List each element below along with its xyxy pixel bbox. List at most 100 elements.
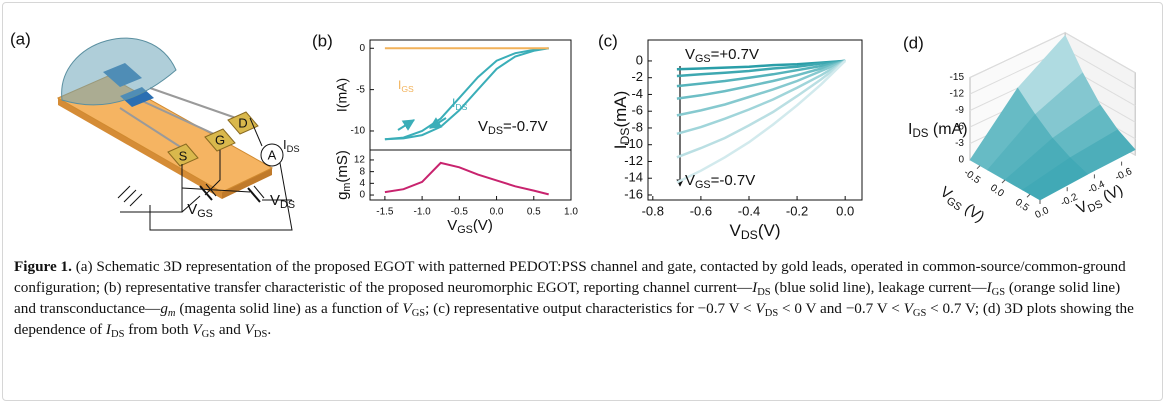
schematic-label: IDS — [283, 137, 300, 154]
schematic-label-part: DS — [287, 144, 300, 154]
x-axis-title-part: GS — [457, 224, 473, 236]
data-line — [676, 59, 846, 159]
caption-symbol: g — [160, 300, 168, 317]
data-line — [384, 47, 549, 141]
caption-symbol: I — [986, 279, 992, 296]
y-axis-title: gm(mS) — [334, 150, 353, 200]
annotation-part: I — [452, 96, 455, 110]
sweep-arrow — [428, 117, 447, 129]
annotation-part: GS — [695, 53, 711, 65]
plot-frame — [369, 149, 572, 201]
grid-line — [969, 32, 1136, 78]
x-tick — [976, 165, 981, 170]
x-axis-title-part: V — [447, 217, 457, 234]
y-axis-title-part: DS — [1086, 198, 1105, 215]
y-tick-label: -6 — [631, 103, 643, 118]
y-tick-label: -4 — [631, 86, 643, 101]
caption-text: ; (c) representative output characterist… — [425, 300, 698, 317]
x-tick-label: -0.5 — [451, 207, 469, 218]
x-tick-label: 0.5 — [1013, 197, 1031, 214]
caption-text: < 0 V and −0.7 V < — [778, 300, 904, 317]
x-tick-label: -0.8 — [642, 203, 664, 218]
annotation: IGS — [398, 78, 414, 94]
x-axis-title: VGS(V) — [447, 217, 493, 236]
data-line — [676, 59, 846, 78]
figure-panels: (a) (b) (c) (d) SGDAIDSVGSVDS0-5-10I(mA)… — [10, 29, 1136, 242]
z-axis-title-part: (mA) — [928, 121, 967, 138]
x-tick — [1001, 179, 1006, 184]
y-axis-title-part: (mS) — [334, 150, 351, 183]
caption-subscript: GS — [201, 329, 216, 340]
caption-subscript: DS — [757, 287, 771, 298]
z-tick-label: -3 — [955, 138, 964, 149]
y-axis-title-part: DS — [618, 128, 632, 145]
schematic-label: VGS — [187, 201, 213, 220]
caption-symbol: V — [402, 300, 412, 317]
y-tick-label: -0.6 — [1114, 166, 1135, 183]
data-line — [676, 59, 846, 117]
x-axis-title-part: DS — [741, 228, 758, 242]
y-tick-label: -5 — [356, 84, 365, 95]
caption-subscript: DS — [764, 308, 779, 319]
caption: Figure 1. (a) Schematic 3D representatio… — [14, 256, 1144, 340]
caption-subscript: GS — [912, 308, 927, 319]
annotation: IDS — [452, 96, 468, 112]
caption-symbol: V — [755, 300, 765, 317]
annotation-part: =-0.7V — [711, 172, 756, 189]
annotation-part: V — [478, 118, 488, 135]
annotation: VGS=+0.7V — [685, 46, 759, 65]
schematic-label: G — [215, 132, 225, 147]
data-line — [384, 161, 549, 196]
annotation-part: GS — [695, 179, 711, 191]
y-tick-label: 0.0 — [1033, 205, 1051, 221]
caption-subscript: GS — [411, 308, 426, 319]
caption-text: and — [215, 321, 245, 338]
y-axis-title: I(mA) — [334, 78, 350, 112]
z-tick-label: -9 — [955, 105, 964, 116]
x-axis-title-part: (V) — [758, 221, 781, 240]
z-axis-title: IDS (mA) — [908, 121, 968, 140]
caption-text: from both — [124, 321, 193, 338]
caption-text: < 0.7 V; (d) 3D plots showing the depend… — [14, 300, 1134, 338]
caption-text: −0.7 V < — [697, 300, 756, 317]
x-tick-label: 0.0 — [836, 203, 854, 218]
annotation-part: =+0.7V — [711, 46, 759, 63]
y-tick-label: 12 — [354, 155, 366, 166]
caption-subscript: GS — [991, 287, 1006, 298]
z-tick-label: -12 — [950, 89, 965, 100]
y-tick-label: 0 — [359, 43, 365, 54]
x-tick-label: -1.5 — [376, 207, 394, 218]
schematic-label-part: I — [283, 137, 287, 152]
x-axis-title: VDS(V) — [729, 221, 780, 242]
caption-symbol: V — [903, 300, 913, 317]
x-tick-label: -0.2 — [786, 203, 808, 218]
schematic-label: VDS — [270, 192, 295, 211]
y-axis-title-part: I — [611, 145, 630, 150]
x-tick-label: 0.5 — [527, 207, 541, 218]
caption-symbol: V — [244, 321, 254, 338]
caption-symbol: I — [105, 321, 111, 338]
schematic-label: A — [268, 147, 277, 162]
x-tick-label: -0.5 — [962, 167, 983, 186]
x-axis-title: VGS (V) — [936, 183, 988, 227]
y-tick-label: 4 — [359, 178, 365, 189]
caption-symbol: I — [752, 279, 758, 296]
caption-text: (a) Schematic 3D representation of the p… — [14, 258, 1126, 296]
y-tick-label: -12 — [624, 153, 643, 168]
schematic-label-part: V — [187, 201, 197, 218]
sweep-arrow — [397, 119, 416, 131]
x-tick-label: -1.0 — [413, 207, 431, 218]
caption-subscript: DS — [253, 329, 268, 340]
x-tick-label: 1.0 — [564, 207, 578, 218]
x-tick-label: 0.0 — [988, 183, 1006, 200]
x-tick-label: -0.6 — [690, 203, 712, 218]
data-line — [676, 59, 846, 88]
plot-frame — [647, 39, 863, 201]
caption-text: . — [267, 321, 272, 338]
y-tick-label: 0 — [636, 52, 643, 67]
y-tick-label: -10 — [351, 126, 366, 137]
surface-patch — [1021, 157, 1089, 201]
y-tick-label: -14 — [624, 170, 643, 185]
